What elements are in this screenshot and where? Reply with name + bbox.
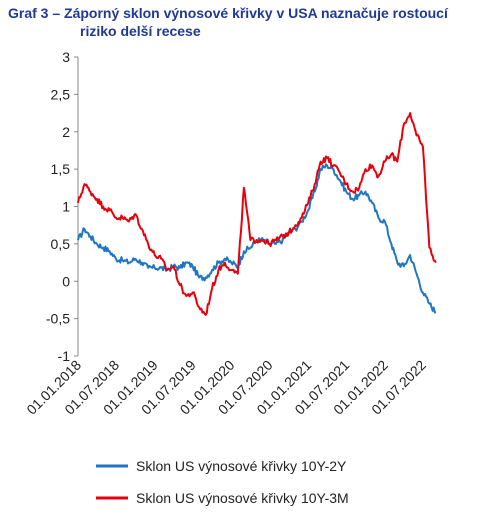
y-tick-label: 3 — [62, 49, 70, 65]
legend-label-10y-2y: Sklon US výnosové křivky 10Y-2Y — [136, 458, 347, 474]
chart-title-line-2: riziko delší recese — [80, 23, 201, 39]
legend-label-10y-3m: Sklon US výnosové křivky 10Y-3M — [136, 490, 349, 506]
legend: Sklon US výnosové křivky 10Y-2Y Sklon US … — [96, 458, 349, 506]
y-tick-label: -1 — [58, 348, 71, 364]
y-tick-label: -0,5 — [46, 311, 70, 327]
series-10y-3m-line — [77, 112, 437, 316]
x-axis-ticks: 01.01.201801.07.201801.01.201901.07.2019… — [23, 357, 429, 418]
series-10y-2y-line — [77, 163, 437, 314]
series-layer — [77, 112, 437, 316]
y-tick-label: 2 — [62, 124, 70, 140]
y-tick-label: 0 — [62, 273, 70, 289]
y-tick-label: 0,5 — [51, 236, 71, 252]
y-tick-label: 1 — [62, 199, 70, 215]
y-axis-ticks: 3 2,5 2 1,5 1 0,5 0 -0,5 -1 — [46, 49, 78, 364]
y-tick-label: 1,5 — [51, 161, 71, 177]
chart-title: Graf 3 – Záporný sklon výnosové křivky v… — [8, 4, 478, 40]
chart-title-line-1: Graf 3 – Záporný sklon výnosové křivky v… — [8, 5, 448, 21]
y-tick-label: 2,5 — [51, 86, 71, 102]
